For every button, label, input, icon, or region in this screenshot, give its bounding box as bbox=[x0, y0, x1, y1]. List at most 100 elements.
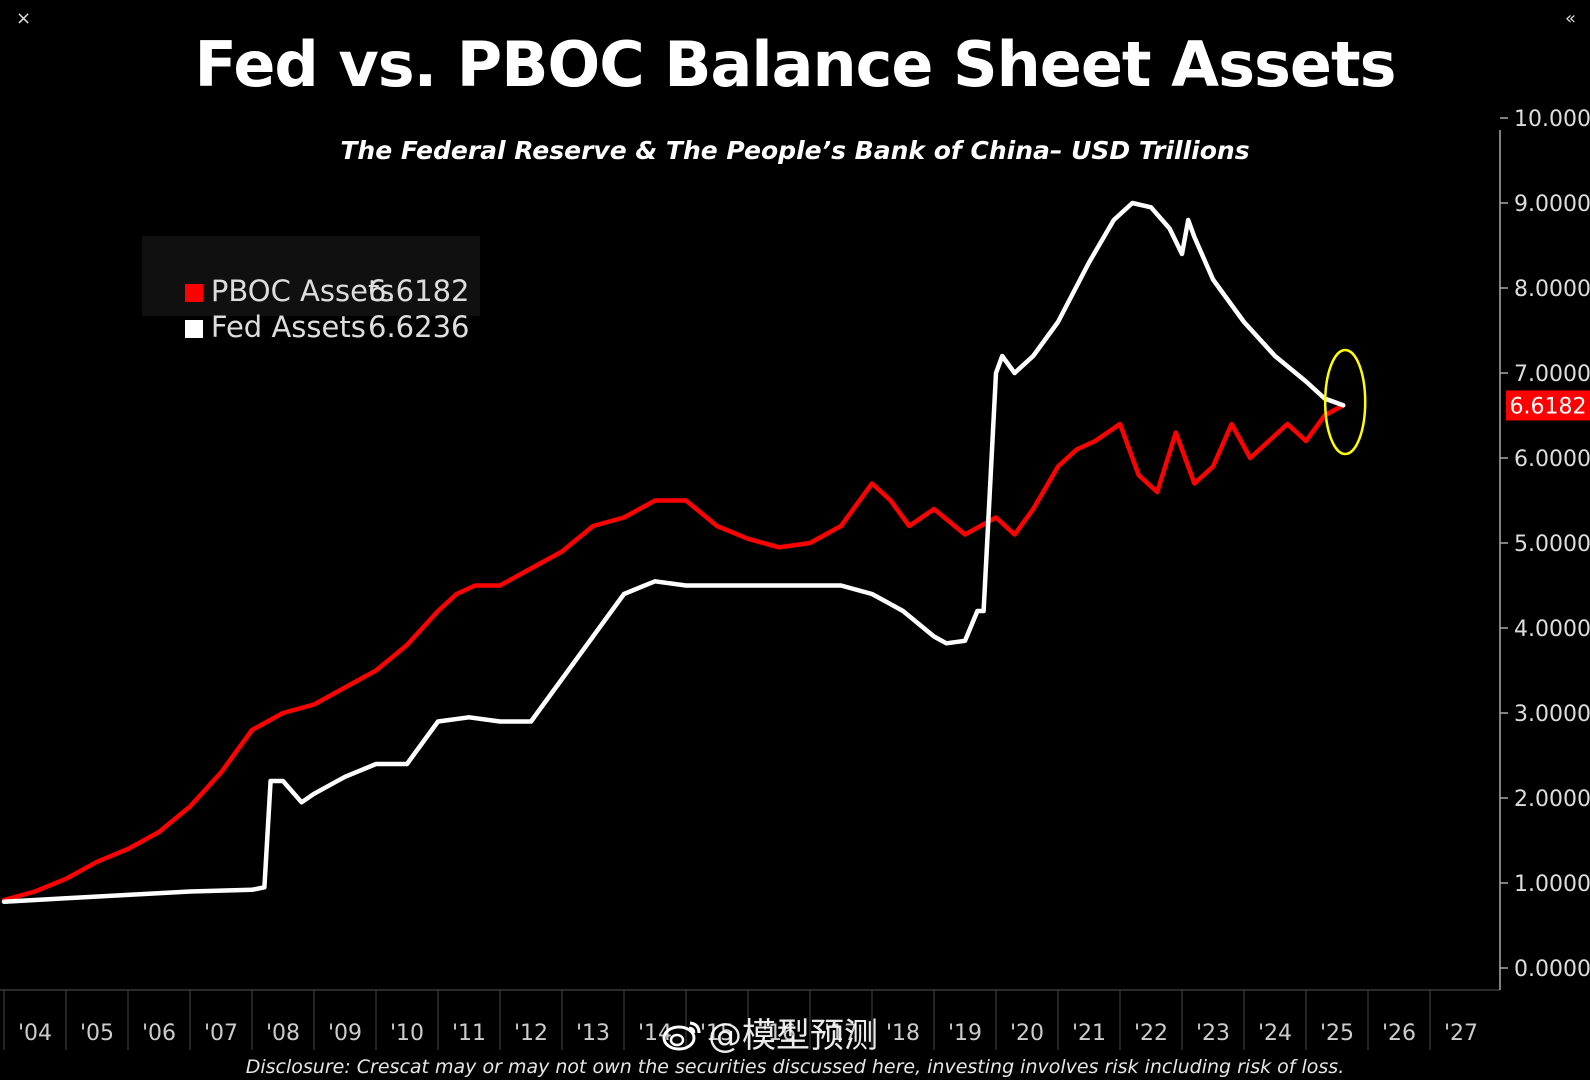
x-tick-label: '19 bbox=[948, 1021, 982, 1046]
x-tick-label: '11 bbox=[452, 1021, 486, 1046]
data-point-pboc bbox=[932, 507, 936, 511]
markers: 6.6182 bbox=[1323, 348, 1590, 456]
data-point-pboc bbox=[715, 524, 719, 528]
data-point-pboc bbox=[436, 609, 440, 613]
y-tick-label: 9.0000 bbox=[1514, 192, 1590, 217]
x-tick-label: '10 bbox=[390, 1021, 424, 1046]
data-point-pboc bbox=[281, 711, 285, 715]
x-tick-label: '04 bbox=[18, 1021, 52, 1046]
data-point-pboc bbox=[653, 499, 657, 502]
data-point-pboc bbox=[95, 860, 99, 864]
data-point-pboc bbox=[889, 499, 893, 502]
data-point-fed bbox=[1149, 205, 1153, 209]
y-tick-label: 8.0000 bbox=[1514, 277, 1590, 302]
gridlines bbox=[3, 990, 1431, 1050]
data-point-fed bbox=[746, 584, 750, 587]
x-tick-label: '24 bbox=[1258, 1021, 1292, 1046]
data-point-fed bbox=[1242, 320, 1246, 324]
legend-swatch-fed bbox=[184, 320, 203, 338]
data-point-fed bbox=[1130, 201, 1134, 205]
data-point-pboc bbox=[1285, 422, 1289, 426]
last-value-tag bbox=[1506, 390, 1590, 421]
data-point-fed bbox=[1168, 227, 1172, 230]
data-point-pboc bbox=[1230, 422, 1234, 426]
data-point-pboc bbox=[1192, 482, 1196, 485]
close-icon[interactable]: × bbox=[16, 8, 32, 29]
x-tick-label: '17 bbox=[824, 1021, 858, 1046]
x-tick-label: '09 bbox=[328, 1021, 362, 1046]
legend-value-pboc: 6.6182 bbox=[368, 274, 470, 308]
legend: PBOC Assets 6.6182 Fed Assets 6.6236 bbox=[142, 236, 480, 344]
x-tick-label: '27 bbox=[1444, 1021, 1478, 1046]
data-point-fed bbox=[901, 609, 905, 613]
data-point-pboc bbox=[808, 541, 812, 545]
data-point-pboc bbox=[1031, 507, 1035, 511]
data-point-pboc bbox=[1093, 439, 1097, 443]
legend-item-pboc: PBOC Assets 6.6182 bbox=[148, 240, 469, 308]
data-point-pboc bbox=[907, 524, 911, 528]
x-tick-label: '25 bbox=[1320, 1021, 1354, 1046]
data-point-fed bbox=[1056, 320, 1060, 324]
data-point-fed bbox=[529, 720, 533, 723]
data-point-fed bbox=[1192, 235, 1196, 239]
x-tick-label: '23 bbox=[1196, 1021, 1230, 1046]
data-point-fed bbox=[126, 893, 130, 897]
data-point-fed bbox=[963, 639, 967, 643]
y-tick-label: 5.0000 bbox=[1514, 532, 1590, 557]
data-point-pboc bbox=[1304, 439, 1308, 443]
collapse-icon[interactable]: « bbox=[1564, 8, 1576, 29]
data-point-pboc bbox=[405, 643, 409, 647]
data-point-pboc bbox=[33, 890, 37, 893]
data-point-fed bbox=[269, 779, 273, 783]
data-point-fed bbox=[1013, 371, 1017, 375]
data-point-fed bbox=[839, 584, 843, 587]
data-point-fed bbox=[1087, 261, 1091, 264]
data-point-pboc bbox=[963, 533, 967, 536]
y-tick-label: 10.000 bbox=[1514, 107, 1590, 132]
data-point-fed bbox=[870, 592, 874, 596]
data-point-fed bbox=[808, 584, 812, 587]
legend-value-fed: 6.6236 bbox=[368, 310, 470, 344]
disclosure: Disclosure: Crescat may or may not own t… bbox=[245, 1056, 1345, 1078]
legend-label-fed: Fed Assets bbox=[210, 310, 366, 344]
data-point-pboc bbox=[1056, 465, 1060, 468]
data-point-fed bbox=[1112, 218, 1116, 222]
data-point-fed bbox=[1273, 354, 1277, 358]
data-point-fed bbox=[343, 775, 347, 779]
data-point-pboc bbox=[1013, 533, 1017, 536]
data-point-pboc bbox=[560, 550, 564, 553]
data-point-pboc bbox=[64, 877, 68, 881]
data-point-pboc bbox=[250, 728, 254, 732]
data-point-pboc bbox=[157, 830, 161, 834]
data-point-fed bbox=[994, 371, 998, 375]
data-point-fed bbox=[1341, 403, 1345, 407]
x-tick-label: '12 bbox=[514, 1021, 548, 1046]
data-point-pboc bbox=[1075, 448, 1079, 451]
data-point-pboc bbox=[1267, 439, 1271, 443]
data-point-pboc bbox=[1248, 456, 1252, 460]
data-point-pboc bbox=[529, 567, 533, 570]
data-point-fed bbox=[1180, 252, 1184, 256]
data-point-fed bbox=[975, 609, 979, 613]
data-point-fed bbox=[1186, 218, 1190, 222]
data-point-pboc bbox=[591, 524, 595, 528]
data-point-fed bbox=[560, 677, 564, 681]
data-point-pboc bbox=[343, 686, 347, 689]
data-point-fed bbox=[932, 635, 936, 638]
data-point-pboc bbox=[746, 537, 750, 541]
data-point-pboc bbox=[684, 499, 688, 502]
data-point-fed bbox=[374, 762, 378, 766]
axes: '04'05'06'07'08'09'10'11'12'13'14'15'16 '… bbox=[0, 107, 1590, 1046]
x-tick-label: '20 bbox=[1010, 1021, 1044, 1046]
data-point-fed bbox=[405, 762, 409, 766]
data-point-pboc bbox=[1174, 431, 1178, 434]
x-tick-label: '16 bbox=[762, 1021, 796, 1046]
data-point-pboc bbox=[374, 669, 378, 672]
legend-item-fed: Fed Assets 6.6236 bbox=[148, 276, 469, 344]
legend-swatch-pboc bbox=[184, 284, 203, 302]
y-tick-label: 4.0000 bbox=[1514, 617, 1590, 642]
data-point-pboc bbox=[777, 545, 781, 549]
data-point-fed bbox=[1304, 380, 1308, 383]
x-tick-label: '13 bbox=[576, 1021, 610, 1046]
